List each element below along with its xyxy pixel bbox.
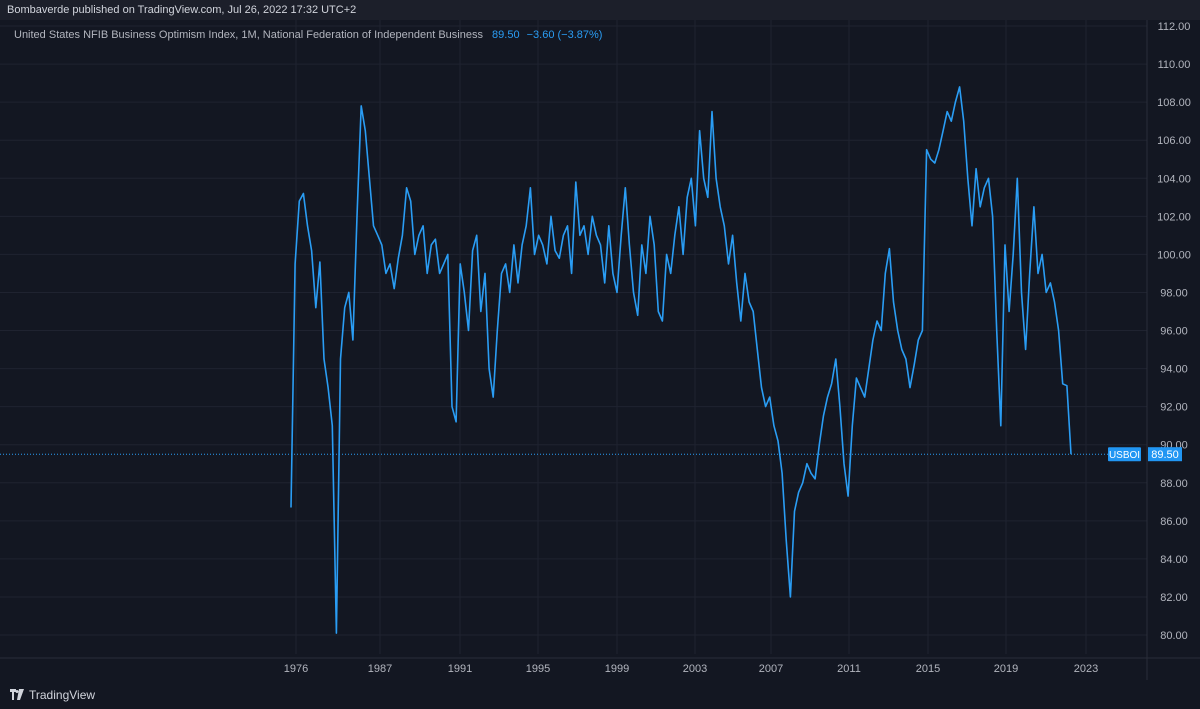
tradingview-logo-icon[interactable]: [10, 689, 24, 700]
legend-series-name: United States NFIB Business Optimism Ind…: [14, 29, 483, 41]
y-tick-label: 102.00: [1157, 211, 1191, 223]
y-tick-label: 96.00: [1160, 326, 1188, 338]
footer-brand[interactable]: TradingView: [29, 687, 96, 702]
y-tick-label: 88.00: [1160, 478, 1188, 490]
symbol-tag-label: USBOI: [1109, 450, 1140, 461]
y-tick-label: 108.00: [1157, 97, 1191, 109]
x-tick-label: 2015: [916, 663, 940, 675]
legend-change: −3.60 (−3.87%): [526, 29, 603, 41]
price-tag: [1148, 447, 1182, 462]
line-chart[interactable]: 80.0082.0084.0086.0088.0090.0092.0094.00…: [0, 20, 1200, 680]
y-tick-label: 106.00: [1157, 135, 1191, 147]
series-line[interactable]: [290, 86, 1072, 634]
x-tick-label: 1991: [448, 663, 472, 675]
y-tick-label: 80.00: [1160, 630, 1188, 642]
price-tag-label: 89.50: [1151, 449, 1179, 461]
footer: TradingView: [0, 680, 1200, 709]
y-tick-label: 98.00: [1160, 287, 1188, 299]
published-banner: Bombaverde published on TradingView.com,…: [0, 0, 1200, 20]
y-tick-label: 82.00: [1160, 592, 1188, 604]
y-tick-label: 94.00: [1160, 364, 1188, 376]
x-tick-label: 2003: [683, 663, 707, 675]
y-tick-label: 110.00: [1158, 59, 1191, 71]
x-tick-label: 1976: [284, 663, 308, 675]
x-tick-label: 1999: [605, 663, 629, 675]
symbol-tag: [1108, 447, 1141, 462]
x-tick-label: 1995: [526, 663, 550, 675]
y-tick-label: 86.00: [1160, 516, 1188, 528]
chart-background: [0, 20, 1200, 680]
y-tick-label: 84.00: [1160, 554, 1188, 566]
y-tick-label: 104.00: [1157, 173, 1191, 185]
x-tick-label: 2011: [837, 663, 861, 675]
chart-legend: United States NFIB Business Optimism Ind…: [14, 29, 602, 41]
legend-value: 89.50: [492, 29, 520, 41]
y-tick-label: 112.00: [1158, 21, 1191, 33]
x-tick-label: 2023: [1074, 663, 1098, 675]
x-tick-label: 2007: [759, 663, 783, 675]
x-tick-label: 2019: [994, 663, 1018, 675]
y-tick-label: 92.00: [1160, 402, 1188, 414]
x-tick-label: 1987: [368, 663, 392, 675]
y-tick-label: 100.00: [1157, 249, 1191, 261]
